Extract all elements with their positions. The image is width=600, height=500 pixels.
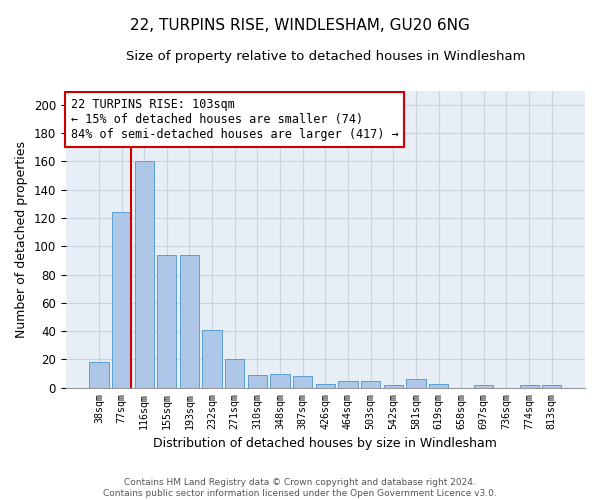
Bar [134, 162, 154, 388]
Bar [383, 385, 403, 388]
Text: Contains HM Land Registry data © Crown copyright and database right 2024.
Contai: Contains HM Land Registry data © Crown c… [103, 478, 497, 498]
Bar [157, 255, 176, 388]
Bar [180, 255, 199, 388]
Text: 22 TURPINS RISE: 103sqm
← 15% of detached houses are smaller (74)
84% of semi-de: 22 TURPINS RISE: 103sqm ← 15% of detache… [71, 98, 398, 141]
Bar [429, 384, 448, 388]
Bar [248, 375, 267, 388]
Bar [474, 385, 493, 388]
Bar [542, 385, 562, 388]
Y-axis label: Number of detached properties: Number of detached properties [15, 140, 28, 338]
Bar [406, 380, 425, 388]
Bar [316, 384, 335, 388]
Text: 22, TURPINS RISE, WINDLESHAM, GU20 6NG: 22, TURPINS RISE, WINDLESHAM, GU20 6NG [130, 18, 470, 32]
Title: Size of property relative to detached houses in Windlesham: Size of property relative to detached ho… [125, 50, 525, 63]
Bar [112, 212, 131, 388]
X-axis label: Distribution of detached houses by size in Windlesham: Distribution of detached houses by size … [154, 437, 497, 450]
Bar [520, 385, 539, 388]
Bar [338, 380, 358, 388]
Bar [225, 360, 244, 388]
Bar [293, 376, 313, 388]
Bar [271, 374, 290, 388]
Bar [89, 362, 109, 388]
Bar [361, 380, 380, 388]
Bar [202, 330, 222, 388]
